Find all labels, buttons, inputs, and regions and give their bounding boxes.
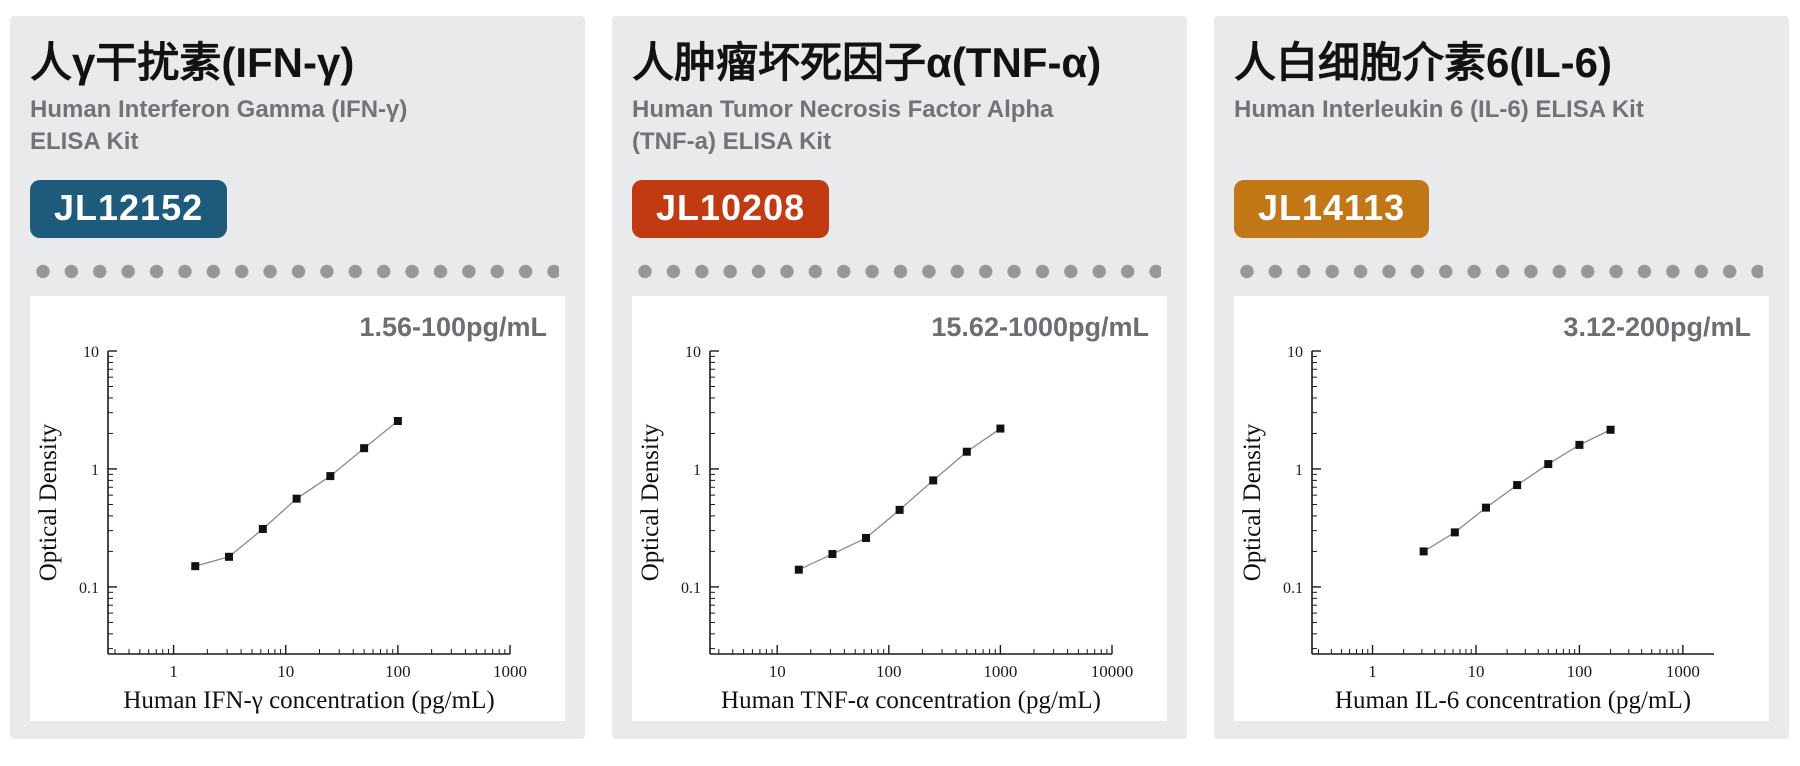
svg-text:1000: 1000 bbox=[493, 662, 527, 681]
product-card-tnf-alpha: 人肿瘤坏死因子α(TNF-α) Human Tumor Necrosis Fac… bbox=[612, 16, 1187, 739]
catalog-number-badge: JL12152 bbox=[30, 180, 228, 239]
chart-panel: 1.56-100pg/mL 1 10 100 1000 0.1 1 10 Human IFN-… bbox=[30, 296, 565, 722]
svg-text:10: 10 bbox=[1467, 662, 1484, 681]
catalog-number-badge: JL10208 bbox=[632, 180, 830, 239]
svg-text:Human IFN-γ concentration (pg/: Human IFN-γ concentration (pg/mL) bbox=[123, 687, 494, 714]
detection-range-label: 3.12-200pg/mL bbox=[1563, 312, 1751, 343]
product-card-ifn-gamma: 人γ干扰素(IFN-γ) Human Interferon Gamma (IFN… bbox=[10, 16, 585, 739]
product-title-en: Human Tumor Necrosis Factor Alpha (TNF-a… bbox=[632, 96, 1054, 155]
svg-text:100: 100 bbox=[876, 662, 902, 681]
product-title-en: Human Interleukin 6 (IL-6) ELISA Kit bbox=[1234, 96, 1644, 124]
svg-text:10: 10 bbox=[83, 344, 99, 361]
svg-text:1: 1 bbox=[1295, 462, 1303, 479]
svg-text:1: 1 bbox=[693, 462, 701, 479]
svg-text:1: 1 bbox=[1368, 662, 1377, 681]
dotted-divider bbox=[36, 264, 559, 280]
svg-text:0.1: 0.1 bbox=[1283, 580, 1303, 597]
svg-text:10: 10 bbox=[769, 662, 786, 681]
chart-panel: 3.12-200pg/mL 1 10 100 1000 0.1 1 10 Human IL-6… bbox=[1234, 296, 1769, 722]
product-title-cn: 人肿瘤坏死因子α(TNF-α) bbox=[632, 39, 1102, 86]
svg-text:Optical Density: Optical Density bbox=[1239, 424, 1266, 582]
svg-text:10: 10 bbox=[685, 344, 701, 361]
detection-range-label: 15.62-1000pg/mL bbox=[931, 312, 1149, 343]
svg-text:Human TNF-α concentration (pg/: Human TNF-α concentration (pg/mL) bbox=[721, 687, 1101, 714]
svg-text:100: 100 bbox=[1567, 662, 1593, 681]
svg-text:1: 1 bbox=[91, 462, 99, 479]
svg-text:Optical Density: Optical Density bbox=[637, 424, 664, 582]
dotted-divider bbox=[638, 264, 1161, 280]
product-title-en: Human Interferon Gamma (IFN-γ) ELISA Kit bbox=[30, 96, 408, 155]
svg-text:100: 100 bbox=[385, 662, 411, 681]
standard-curve-chart: 1 10 100 1000 0.1 1 10 Human IL-6 concentration… bbox=[1234, 296, 1769, 721]
svg-text:0.1: 0.1 bbox=[79, 580, 99, 597]
svg-text:10000: 10000 bbox=[1091, 662, 1134, 681]
svg-text:1000: 1000 bbox=[1666, 662, 1700, 681]
svg-text:1000: 1000 bbox=[983, 662, 1017, 681]
dotted-divider bbox=[1240, 264, 1763, 280]
svg-text:10: 10 bbox=[1287, 344, 1303, 361]
product-card-il-6: 人白细胞介素6(IL-6) Human Interleukin 6 (IL-6)… bbox=[1214, 16, 1789, 739]
svg-text:10: 10 bbox=[277, 662, 294, 681]
svg-text:Human IL-6 concentration (pg/m: Human IL-6 concentration (pg/mL) bbox=[1335, 687, 1691, 714]
detection-range-label: 1.56-100pg/mL bbox=[359, 312, 547, 343]
standard-curve-chart: 1 10 100 1000 0.1 1 10 Human IFN-γ concentratio… bbox=[30, 296, 565, 721]
product-title-cn: 人γ干扰素(IFN-γ) bbox=[30, 39, 355, 86]
svg-text:Optical Density: Optical Density bbox=[35, 424, 62, 582]
svg-text:0.1: 0.1 bbox=[681, 580, 701, 597]
catalog-number-badge: JL14113 bbox=[1234, 180, 1430, 239]
svg-text:1: 1 bbox=[169, 662, 178, 681]
standard-curve-chart: 10 100 1000 10000 0.1 1 10 Human TNF-α concentr… bbox=[632, 296, 1167, 721]
chart-panel: 15.62-1000pg/mL 10 100 1000 10000 0.1 1 10 Huma… bbox=[632, 296, 1167, 722]
product-title-cn: 人白细胞介素6(IL-6) bbox=[1234, 39, 1613, 86]
